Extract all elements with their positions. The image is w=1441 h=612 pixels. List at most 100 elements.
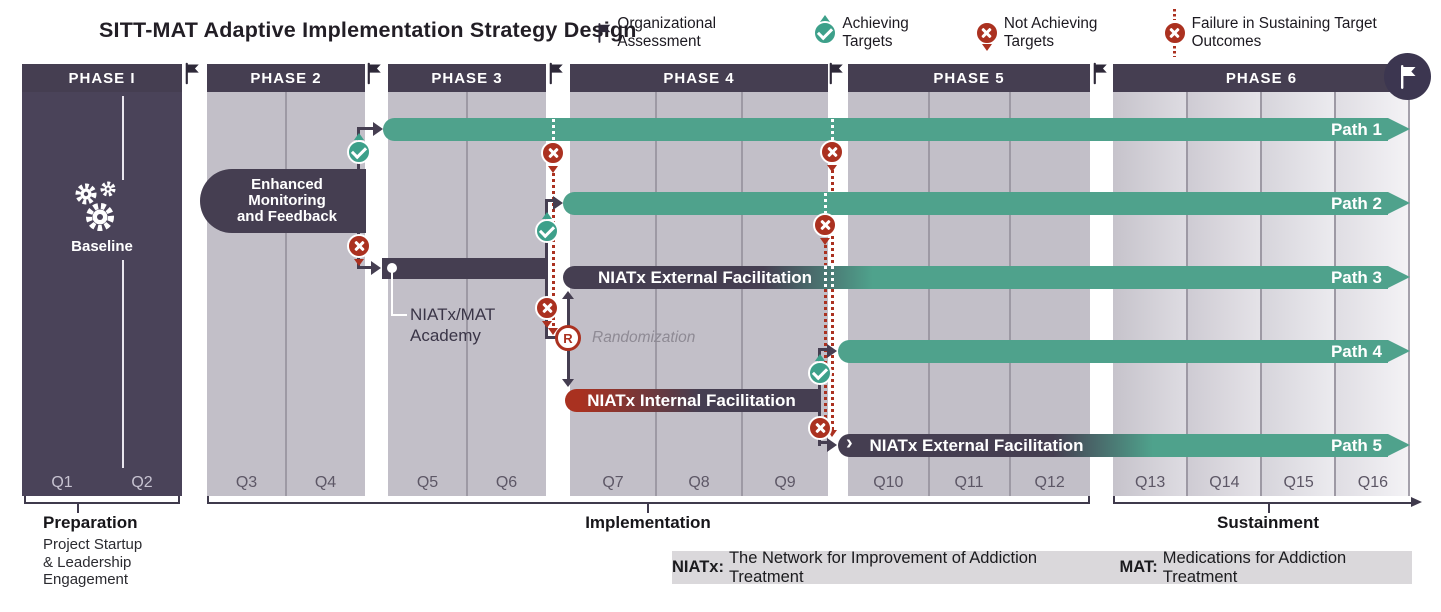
connector-arrow (827, 344, 837, 358)
quarter-label: Q15 (1283, 474, 1314, 491)
connector-line (818, 348, 821, 446)
phase-header-1: PHASE I (22, 64, 182, 92)
up-pointer-icon (542, 212, 552, 219)
bracket-tick (1113, 496, 1115, 504)
connector-line (357, 127, 375, 130)
path-3-external-facilitation-bar: NIATx External Facilitation (563, 266, 1388, 289)
achieving-targets-icon (535, 219, 559, 243)
achieving-targets-icon (808, 361, 832, 385)
quarter-label: Q2 (131, 474, 153, 491)
failure-dotted-line-overlay (824, 266, 827, 289)
down-pointer-icon (354, 259, 364, 266)
grid-line (1009, 92, 1011, 496)
gradient-cell (1335, 92, 1410, 496)
niatx-definition: The Network for Improvement of Addiction… (728, 548, 1038, 586)
grid-line (1260, 92, 1262, 496)
phase-3-column: Q5 Q6 (388, 92, 546, 496)
path-5-label: Path 5 (1330, 436, 1382, 455)
path-2-label: Path 2 (1330, 194, 1382, 213)
gradient-cell (1261, 92, 1335, 496)
path-1-label: Path 1 (1330, 120, 1382, 139)
column-divider (122, 260, 124, 468)
phase-label: PHASE 4 (663, 69, 735, 87)
phase-5-column: Q10 Q11 Q12 (848, 92, 1090, 496)
failure-sustaining-icon (813, 213, 837, 237)
implementation-label: Implementation (585, 513, 711, 532)
grid-line (741, 92, 743, 496)
flag-icon (185, 62, 199, 85)
phase-4-column: Q7 Q8 Q9 (570, 92, 828, 496)
connector-line (545, 199, 548, 339)
connector-line (818, 441, 829, 444)
connector-line (545, 336, 556, 339)
failure-dotted-line-overlay (831, 119, 834, 141)
flag-icon (829, 62, 843, 85)
connector-line (818, 348, 829, 351)
legend-item-achieving-targets: Achieving Targets (813, 15, 957, 51)
mat-definition: Medications for Addiction Treatment (1162, 548, 1347, 586)
flag-icon (598, 23, 611, 43)
dotted-line-arrow (548, 328, 558, 335)
achieving-targets-icon (347, 140, 371, 164)
randomization-label: Randomization (592, 329, 696, 346)
down-pointer-icon (820, 238, 830, 245)
bracket-tick (24, 496, 26, 504)
academy-pointer-line (391, 271, 393, 316)
phase-label: PHASE 2 (250, 69, 322, 87)
randomization-arrow-up (562, 291, 574, 299)
academy-pointer-line (391, 314, 407, 316)
preparation-bracket (24, 502, 180, 504)
bracket-tick (77, 502, 79, 513)
not-achieving-targets-icon (347, 234, 371, 258)
quarter-labels: Q3 Q4 (207, 474, 365, 492)
enhanced-monitoring-box: Enhanced Monitoring and Feedback (200, 169, 366, 233)
failure-dotted-line (552, 173, 555, 330)
column-divider (122, 96, 124, 180)
sustainment-bracket (1113, 502, 1411, 504)
phase-label: PHASE I (68, 69, 136, 87)
legend-item-failure-sustaining: Failure in Sustaining Target Outcomes (1162, 9, 1441, 57)
path-5-arrowhead (1388, 434, 1410, 456)
grid-line (655, 92, 657, 496)
legend-label: Organizational Assessment (617, 15, 717, 50)
internal-facilitation-label: NIATx Internal Facilitation (587, 391, 796, 410)
phase-6-column: Q13 Q14 Q15 Q16 (1113, 92, 1410, 496)
quarter-label: Q9 (774, 474, 796, 491)
grid-right-edge (1408, 92, 1410, 496)
dotted-line-icon (1173, 46, 1177, 57)
bracket-tick (207, 496, 209, 504)
enhanced-monitoring-line: Monitoring (248, 192, 326, 209)
grid-line (1334, 92, 1336, 496)
gears-icon (70, 178, 126, 241)
bracket-tick (178, 496, 180, 504)
enhanced-monitoring-line: Enhanced (251, 176, 323, 193)
path-1-arrowhead (1388, 118, 1410, 140)
academy-label-line: NIATx/MAT (410, 305, 496, 324)
quarter-label: Q11 (954, 474, 984, 491)
phase-1-column: Baseline Q1 Q2 (22, 92, 182, 496)
phase-header-5: PHASE 5 (848, 64, 1090, 92)
legend: Organizational Assessment Achieving Targ… (596, 9, 1441, 57)
dotted-line-arrow (827, 430, 837, 437)
phase-2-column: Q3 Q4 (207, 92, 365, 496)
not-achieving-targets-icon (808, 416, 832, 440)
failure-dotted-line (824, 289, 827, 432)
failure-sustaining-icon (541, 141, 565, 165)
path-4-bar (838, 340, 1388, 363)
quarter-labels: Q13 Q14 Q15 Q16 (1113, 474, 1410, 492)
legend-label: Not Achieving Targets (1003, 15, 1098, 50)
grid-line (928, 92, 930, 496)
x-circle-dotted-icon (1162, 9, 1187, 57)
gradient-cell (1187, 92, 1261, 496)
connector-arrow (371, 261, 381, 275)
failure-dotted-line-overlay (824, 193, 827, 213)
academy-bar (382, 258, 546, 279)
legend-item-organizational-assessment: Organizational Assessment (596, 15, 796, 51)
baseline-label: Baseline (71, 238, 133, 255)
up-pointer-icon (820, 15, 831, 22)
path-5-external-facilitation-bar: › NIATx External Facilitation (838, 432, 1388, 457)
quarter-label: Q12 (1034, 474, 1065, 491)
failure-dotted-line (824, 245, 827, 265)
bracket-tick (1268, 502, 1270, 513)
path-2-bar (563, 192, 1388, 215)
